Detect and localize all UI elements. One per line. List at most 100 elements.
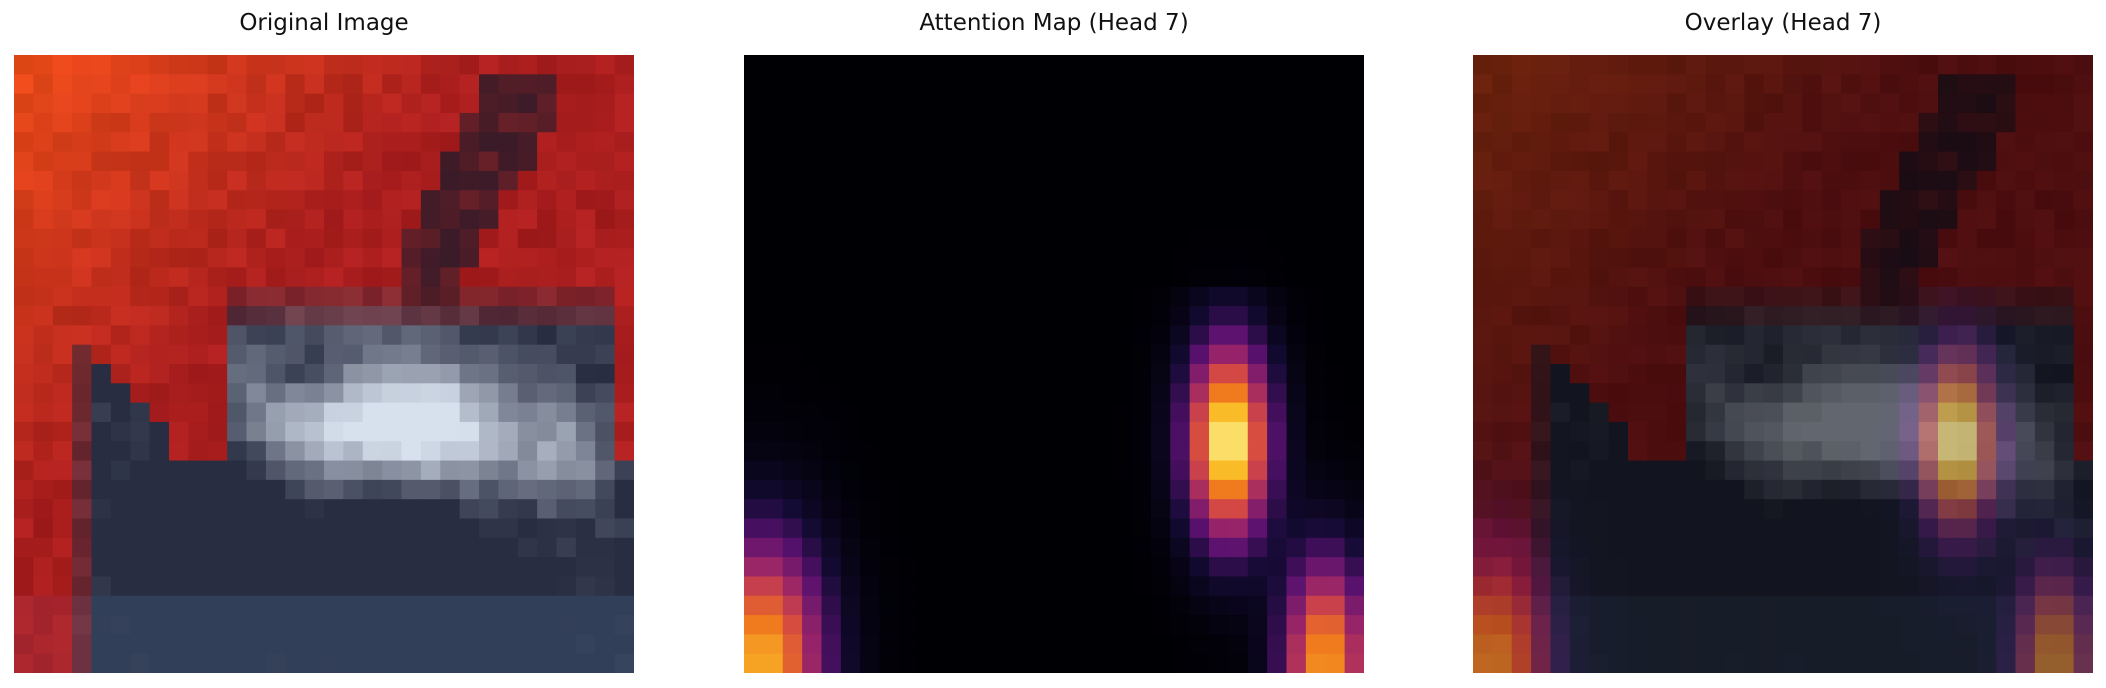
pixel xyxy=(1860,460,1881,481)
pixel xyxy=(1724,634,1745,655)
pixel xyxy=(110,306,131,326)
pixel xyxy=(995,325,1016,346)
pixel xyxy=(1744,364,1765,384)
pixel xyxy=(169,344,189,365)
pixel xyxy=(1054,248,1074,269)
pixel xyxy=(1473,170,1493,191)
pixel xyxy=(1899,209,1920,230)
pixel xyxy=(169,615,189,635)
pixel xyxy=(1783,383,1803,404)
pixel xyxy=(517,306,538,326)
pixel xyxy=(1976,634,1997,655)
pixel xyxy=(188,634,209,655)
pixel xyxy=(33,653,54,673)
pixel xyxy=(1286,518,1307,539)
pixel xyxy=(1511,595,1532,616)
pixel xyxy=(1228,267,1249,288)
pixel xyxy=(517,518,538,539)
pixel xyxy=(1209,74,1229,95)
pixel xyxy=(1608,421,1629,442)
pixel xyxy=(2015,537,2036,558)
pixel xyxy=(840,653,861,673)
pixel xyxy=(1957,286,1978,307)
pixel xyxy=(1647,421,1668,442)
pixel xyxy=(1918,576,1939,597)
pixel xyxy=(1247,537,1268,558)
pixel xyxy=(860,248,881,269)
pixel xyxy=(149,615,170,635)
pixel xyxy=(33,190,54,211)
pixel xyxy=(227,151,248,172)
pixel xyxy=(1821,595,1842,616)
pixel xyxy=(1860,267,1881,288)
pixel xyxy=(1511,267,1532,288)
pixel xyxy=(1209,151,1229,172)
pixel xyxy=(72,74,93,95)
pixel xyxy=(1802,190,1823,211)
pixel xyxy=(1608,170,1629,191)
pixel xyxy=(1647,441,1668,462)
pixel xyxy=(1015,537,1036,558)
pixel xyxy=(556,537,577,558)
pixel xyxy=(1705,228,1726,249)
pixel xyxy=(1686,209,1707,230)
pixel xyxy=(840,228,861,249)
pixel xyxy=(899,383,919,404)
pixel xyxy=(957,615,978,635)
pixel xyxy=(1344,306,1364,326)
pixel xyxy=(1608,615,1629,635)
pixel xyxy=(459,421,480,442)
pixel xyxy=(1550,55,1571,75)
pixel xyxy=(556,190,577,211)
pixel xyxy=(420,615,441,635)
pixel xyxy=(1879,460,1900,481)
pixel xyxy=(2034,267,2055,288)
pixel xyxy=(1267,537,1288,558)
pixel xyxy=(1550,537,1571,558)
pixel xyxy=(1957,74,1978,95)
pixel xyxy=(72,190,93,211)
pixel xyxy=(744,170,764,191)
pixel xyxy=(1286,74,1307,95)
pixel xyxy=(1686,112,1707,133)
pixel xyxy=(860,170,881,191)
pixel xyxy=(1015,306,1036,326)
pixel xyxy=(1209,460,1229,481)
pixel xyxy=(420,499,441,520)
pixel xyxy=(1267,55,1288,75)
pixel xyxy=(1267,306,1288,326)
pixel xyxy=(285,595,306,616)
pixel xyxy=(1608,267,1629,288)
pixel xyxy=(227,479,248,500)
pixel xyxy=(169,383,189,404)
pixel xyxy=(1092,421,1113,442)
pixel xyxy=(110,615,131,635)
pixel xyxy=(52,267,73,288)
pixel xyxy=(1666,499,1687,520)
pixel xyxy=(324,267,344,288)
pixel xyxy=(744,615,764,635)
pixel xyxy=(1976,55,1997,75)
pixel xyxy=(1976,518,1997,539)
pixel xyxy=(1744,55,1765,75)
pixel xyxy=(459,112,480,133)
pixel xyxy=(2073,595,2093,616)
pixel xyxy=(1325,248,1346,269)
pixel xyxy=(382,55,403,75)
pixel xyxy=(420,209,441,230)
pixel xyxy=(1841,402,1862,423)
pixel xyxy=(324,653,344,673)
pixel xyxy=(744,402,764,423)
pixel xyxy=(1034,132,1055,153)
pixel xyxy=(72,615,93,635)
pixel xyxy=(763,595,784,616)
pixel xyxy=(2054,286,2075,307)
pixel xyxy=(1628,518,1648,539)
pixel xyxy=(1783,441,1803,462)
pixel xyxy=(2054,209,2075,230)
pixel xyxy=(614,421,634,442)
pixel xyxy=(1976,615,1997,635)
pixel xyxy=(1821,248,1842,269)
pixel xyxy=(1938,306,1958,326)
pixel xyxy=(2054,421,2075,442)
